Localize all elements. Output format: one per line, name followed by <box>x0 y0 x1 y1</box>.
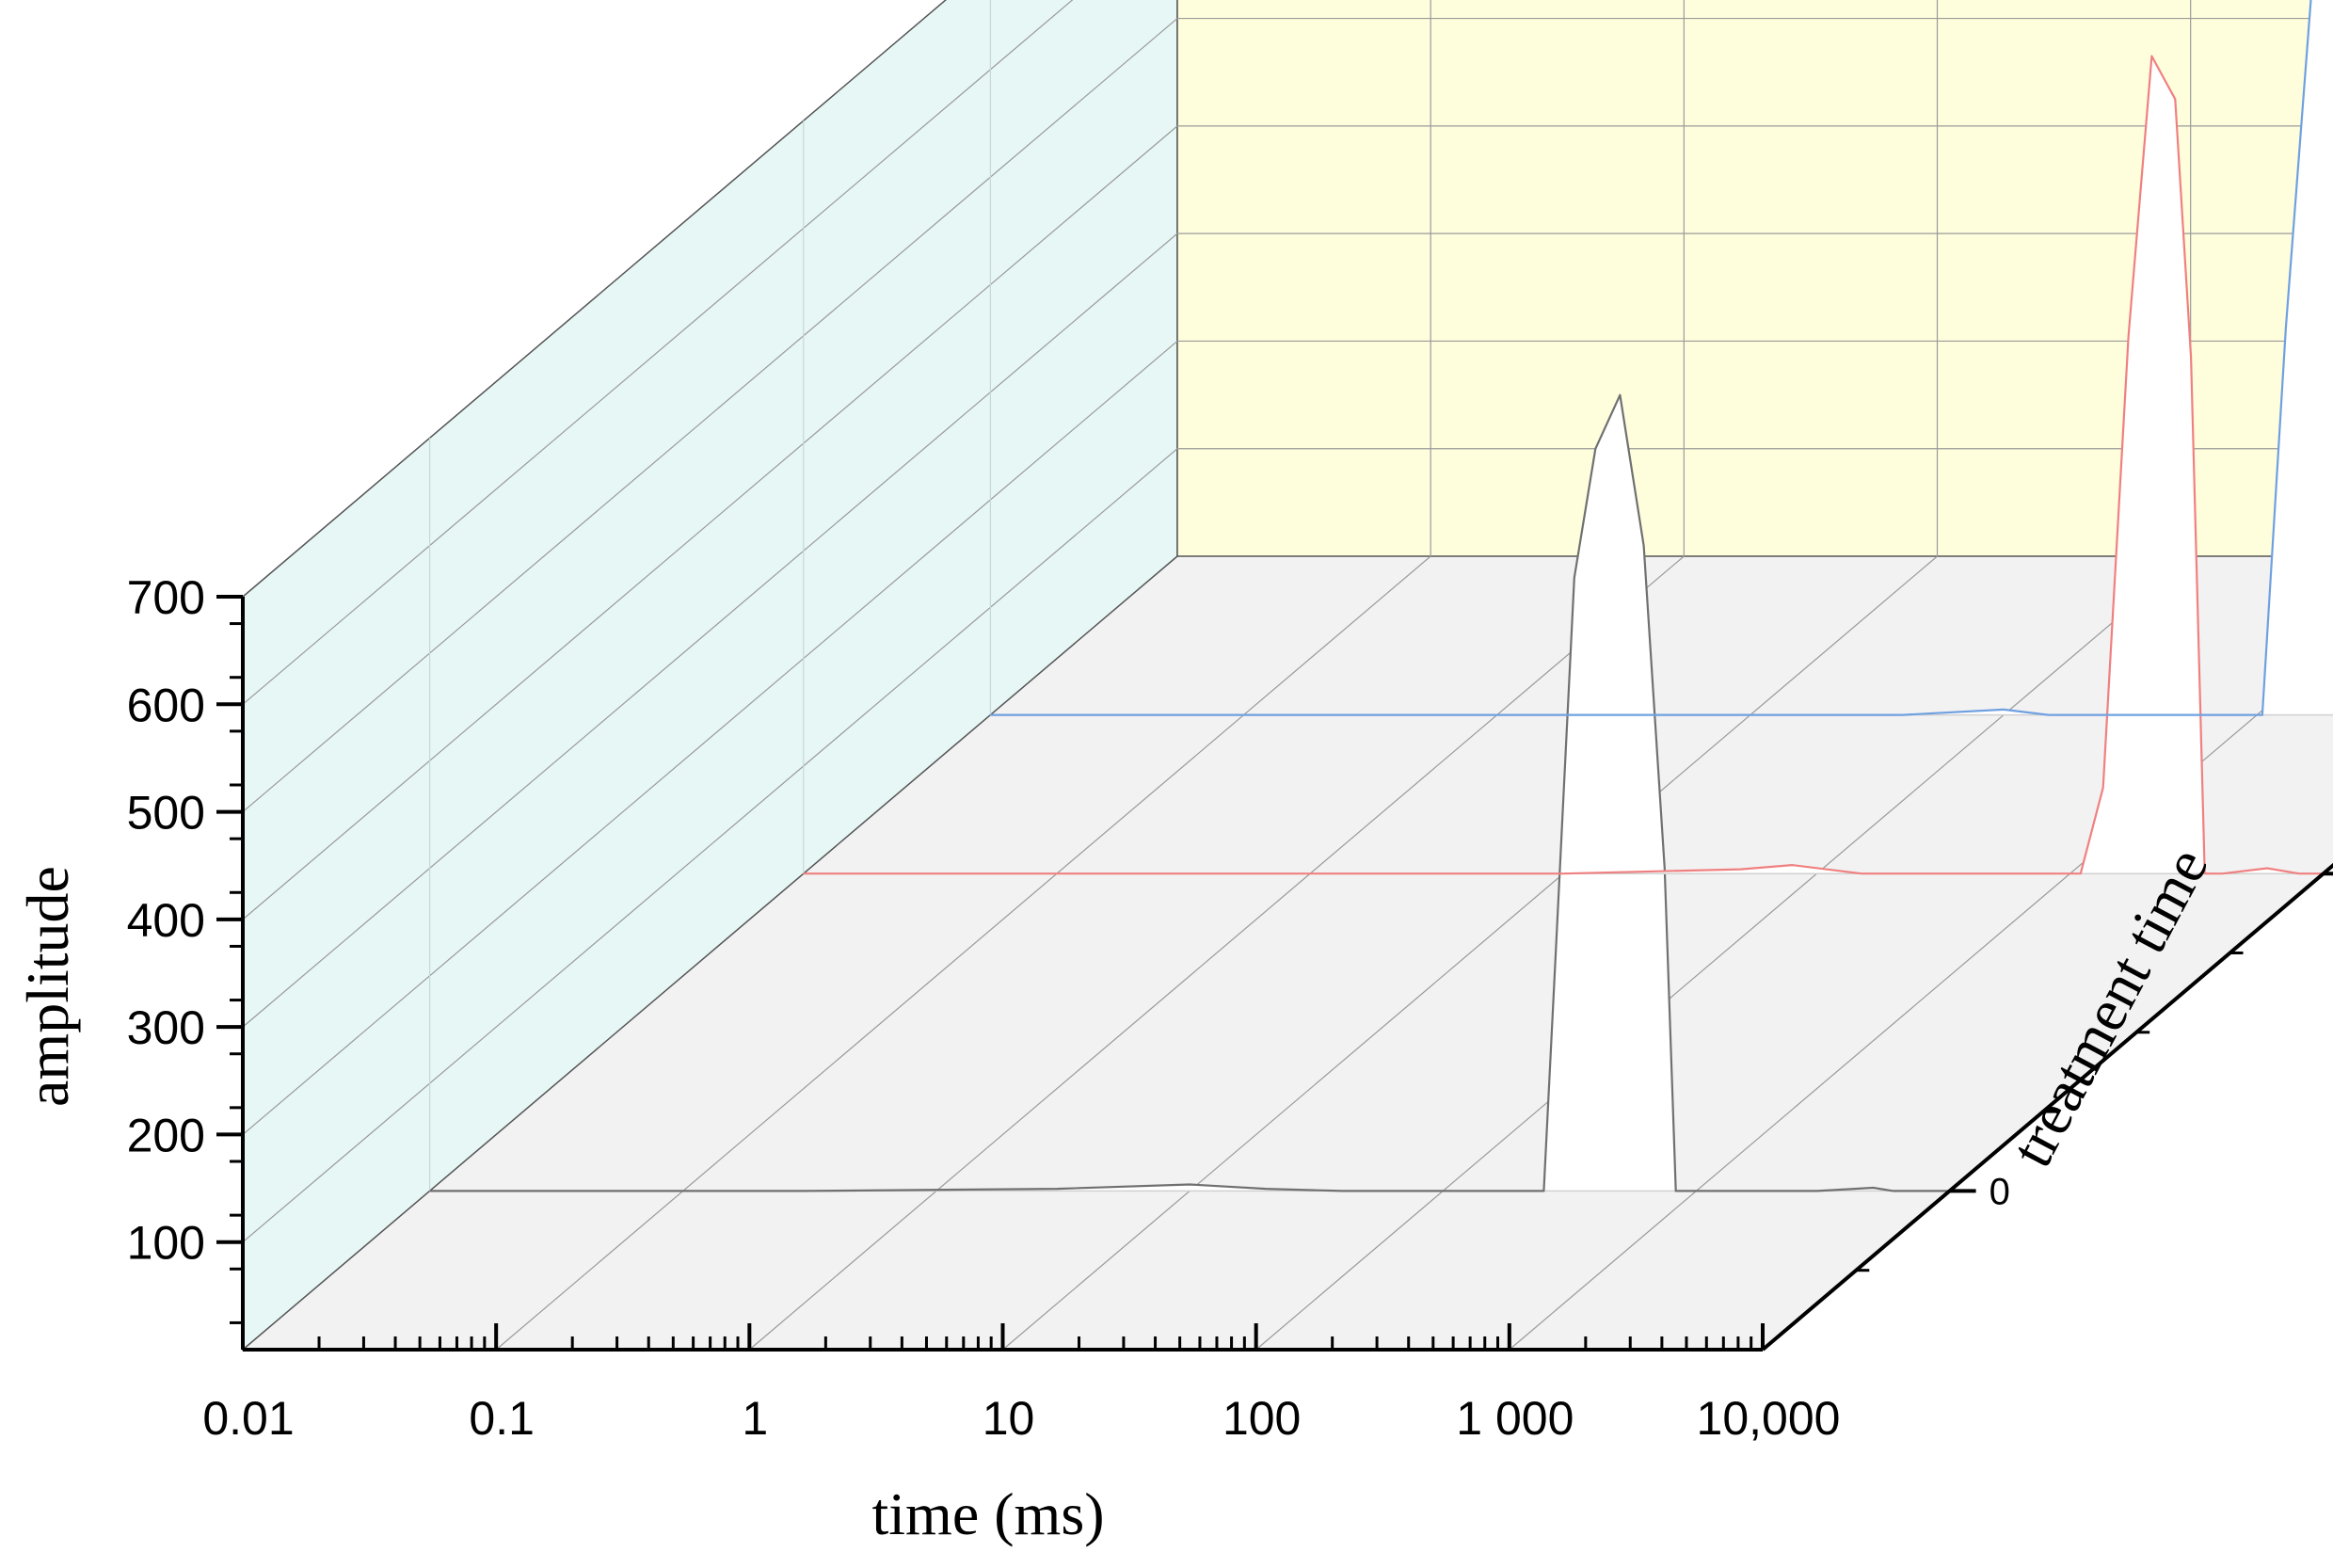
floor-grid-line <box>495 555 1431 1351</box>
x-tick-label: 10 <box>983 1392 1035 1445</box>
x-tick-label: 1 000 <box>1456 1392 1574 1445</box>
x-tick-label: 0.01 <box>202 1392 294 1445</box>
chart-walls <box>242 0 2333 1352</box>
chart-series <box>429 0 2333 1192</box>
series-fill <box>803 56 2324 874</box>
side-wall-grid-line <box>242 232 1178 1028</box>
series-line <box>429 393 1950 1192</box>
y-tick-label: 400 <box>127 894 205 947</box>
series-fill <box>429 394 1950 1192</box>
y-tick-label: 500 <box>127 787 205 840</box>
side-wall-grid-line <box>242 340 1178 1135</box>
x-tick-label: 10,000 <box>1697 1392 1841 1445</box>
side-wall-grid-line <box>242 18 1178 813</box>
side-wall-grid-line <box>242 125 1178 920</box>
chart-axes: 0.01 0.1 1 10 100 1 000 10,000 100 200 300 400 500 6… <box>127 571 2333 1445</box>
y-tick-label: 600 <box>127 679 205 731</box>
x-tick-label: 0.1 <box>469 1392 535 1445</box>
series-line <box>990 0 2312 716</box>
floor-grid-line <box>748 555 1685 1351</box>
floor-grid-line <box>1002 555 1938 1351</box>
y-tick-label: 200 <box>127 1109 205 1161</box>
floor-plane <box>243 556 2333 1350</box>
x-axis-title: time (ms) <box>871 1480 1104 1547</box>
side-wall-grid-line <box>242 0 1074 705</box>
floor-grid-line <box>1255 555 2192 1351</box>
side-wall-grid-line <box>242 448 1178 1243</box>
x-tick-label: 1 <box>742 1392 768 1445</box>
y-tick-label: 100 <box>127 1217 205 1270</box>
z-tick-label: 0 <box>1989 1171 2010 1212</box>
series-line <box>803 55 2324 875</box>
y-tick-label: 700 <box>127 571 205 624</box>
y-tick-label: 300 <box>127 1001 205 1054</box>
chart-grid <box>242 0 2333 1351</box>
y-axis-title: amplitude <box>14 866 81 1107</box>
x-tick-label: 100 <box>1222 1392 1301 1445</box>
